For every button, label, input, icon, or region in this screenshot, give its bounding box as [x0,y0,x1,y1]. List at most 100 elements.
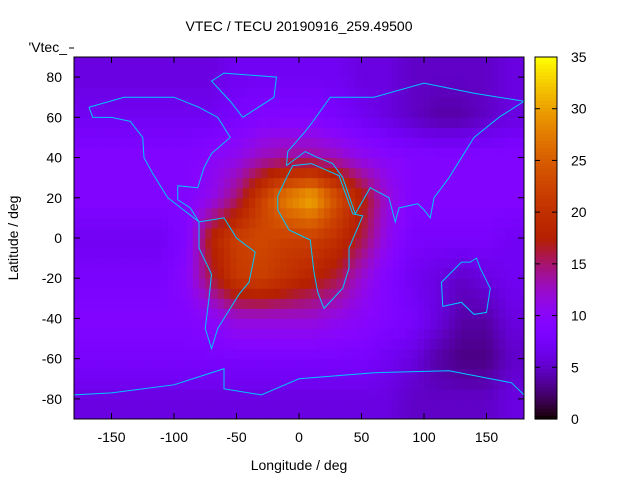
heatmap-cell [411,97,419,108]
heatmap-cell [517,388,525,400]
heatmap-cell [74,378,81,390]
heatmap-cell [199,238,206,249]
colorbar-segment [535,82,557,87]
heatmap-cell [355,97,362,108]
heatmap-cell [480,288,487,299]
heatmap-cell [449,408,456,420]
heatmap-cell [455,358,462,370]
heatmap-cell [374,308,381,319]
heatmap-cell [242,117,250,128]
heatmap-cell [474,368,481,380]
heatmap-cell [424,97,431,108]
heatmap-cell [442,318,450,329]
heatmap-cell [217,368,225,380]
heatmap-cell [511,368,519,380]
colorbar-segment [535,169,557,174]
heatmap-cell [86,268,94,279]
heatmap-cell [436,207,444,219]
heatmap-cell [499,57,506,68]
heatmap-cell [192,258,200,269]
heatmap-cell [236,408,244,420]
heatmap-cell [174,207,181,219]
heatmap-cell [336,217,344,229]
heatmap-cell [261,268,269,279]
heatmap-cell [342,57,350,68]
heatmap-cell [149,278,156,289]
heatmap-cell [136,97,144,108]
heatmap-cell [105,187,112,199]
heatmap-cell [236,87,244,98]
heatmap-cell [155,318,162,329]
heatmap-cell [486,57,494,68]
heatmap-cell [417,358,425,370]
heatmap-cell [211,67,219,78]
heatmap-cell [117,97,125,108]
heatmap-cell [355,107,362,118]
colorbar-segment [535,165,557,170]
heatmap-cell [124,398,131,410]
heatmap-cell [311,177,319,189]
heatmap-cell [192,107,200,118]
heatmap-cell [117,157,125,169]
heatmap-cell [105,107,112,118]
heatmap-cell [186,137,194,148]
heatmap-cell [480,328,487,340]
y-tick-label: 20 [46,190,62,206]
heatmap-cell [74,147,81,159]
heatmap-cell [330,67,337,78]
heatmap-cell [217,127,225,138]
heatmap-cell [292,217,300,229]
heatmap-cell [186,388,194,400]
heatmap-cell [86,248,94,259]
colorbar-segment [535,314,557,319]
colorbar-segment [535,321,557,326]
heatmap-cell [349,117,356,128]
heatmap-cell [136,318,144,329]
heatmap-cell [311,278,319,289]
heatmap-cell [86,137,94,148]
heatmap-cell [124,388,131,400]
heatmap-cell [411,157,419,169]
heatmap-cell [205,97,212,108]
heatmap-cell [474,127,481,138]
heatmap-cell [342,177,350,189]
heatmap-cell [199,318,206,329]
heatmap-cell [417,167,425,179]
heatmap-cell [405,328,412,340]
heatmap-cell [92,137,100,148]
colorbar-segment [535,408,557,413]
heatmap-cell [74,358,81,370]
heatmap-cell [511,127,519,138]
colorbar-segment [535,274,557,279]
heatmap-cell [374,328,381,340]
heatmap-cell [105,348,112,360]
heatmap-cell [317,57,325,68]
heatmap-cell [286,97,294,108]
heatmap-cell [105,398,112,410]
heatmap-cell [505,87,512,98]
heatmap-cell [142,167,150,179]
heatmap-cell [442,147,450,159]
heatmap-cell [261,368,269,380]
heatmap-cell [224,358,231,370]
heatmap-cell [417,288,425,299]
heatmap-cell [367,378,375,390]
heatmap-cell [324,248,331,259]
heatmap-cell [442,268,450,279]
heatmap-cell [117,378,125,390]
heatmap-cell [224,298,231,309]
heatmap-cell [80,258,87,269]
heatmap-cell [292,278,300,289]
heatmap-cell [117,127,125,138]
heatmap-cell [174,107,181,118]
heatmap-cell [161,87,169,98]
heatmap-cell [486,147,494,159]
heatmap-cell [486,97,494,108]
heatmap-cell [367,258,375,269]
heatmap-cell [136,67,144,78]
heatmap-cell [267,328,275,340]
heatmap-cell [299,57,306,68]
heatmap-cell [261,358,269,370]
heatmap-cell [99,107,106,118]
heatmap-cell [405,107,412,118]
